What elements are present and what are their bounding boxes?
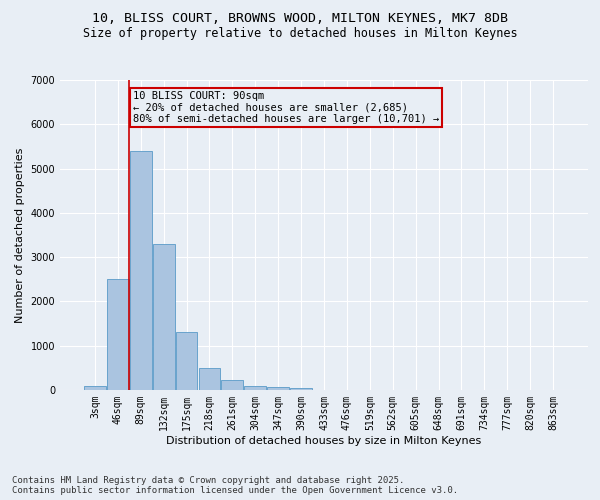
X-axis label: Distribution of detached houses by size in Milton Keynes: Distribution of detached houses by size … <box>166 436 482 446</box>
Bar <box>153 244 175 390</box>
Y-axis label: Number of detached properties: Number of detached properties <box>15 148 25 322</box>
Bar <box>199 368 220 390</box>
Bar <box>267 387 289 390</box>
Bar <box>176 332 197 390</box>
Bar <box>244 386 266 390</box>
Bar <box>107 280 128 390</box>
Bar <box>130 151 152 390</box>
Text: Contains HM Land Registry data © Crown copyright and database right 2025.
Contai: Contains HM Land Registry data © Crown c… <box>12 476 458 495</box>
Bar <box>84 386 106 390</box>
Text: 10 BLISS COURT: 90sqm
← 20% of detached houses are smaller (2,685)
80% of semi-d: 10 BLISS COURT: 90sqm ← 20% of detached … <box>133 91 439 124</box>
Text: 10, BLISS COURT, BROWNS WOOD, MILTON KEYNES, MK7 8DB: 10, BLISS COURT, BROWNS WOOD, MILTON KEY… <box>92 12 508 26</box>
Bar <box>221 380 243 390</box>
Bar <box>290 388 312 390</box>
Text: Size of property relative to detached houses in Milton Keynes: Size of property relative to detached ho… <box>83 28 517 40</box>
